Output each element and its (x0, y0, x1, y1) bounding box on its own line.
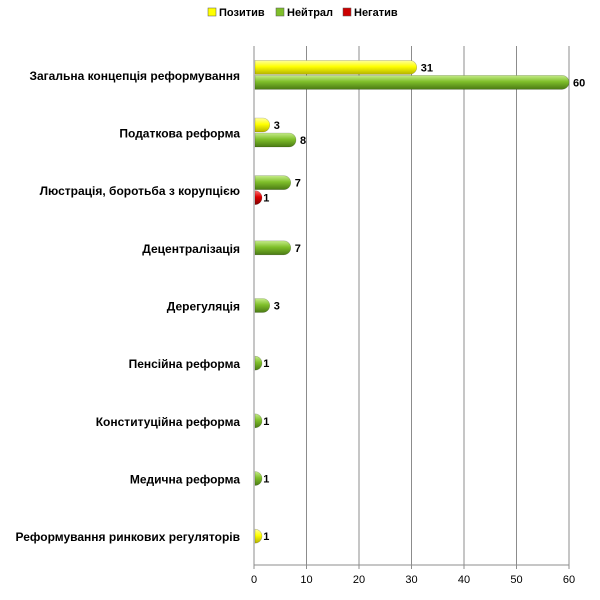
data-label-2-1: 7 (295, 178, 301, 190)
data-label-0-1: 60 (573, 77, 585, 89)
category-label-8: Реформування ринкових регуляторів (16, 530, 240, 544)
data-label-3-1: 7 (295, 243, 301, 255)
bar-4-1 (254, 298, 271, 313)
tick-label-5: 50 (510, 574, 522, 586)
data-label-6-1: 1 (263, 416, 269, 428)
bar-7-1 (254, 471, 263, 486)
data-label-0-0: 31 (421, 62, 433, 74)
data-label-5-1: 1 (263, 358, 269, 370)
data-label-1-0: 3 (274, 120, 280, 132)
category-label-2: Люстрація, боротьба з корупцією (40, 184, 240, 198)
bar-2-2 (254, 190, 263, 205)
legend-swatch-1 (275, 7, 285, 17)
data-label-8-0: 1 (263, 531, 269, 543)
bar-8-0 (254, 528, 263, 544)
tick-label-3: 30 (405, 574, 417, 586)
tick-label-4: 40 (458, 574, 470, 586)
tick-label-0: 0 (251, 574, 257, 586)
bar-3-1 (254, 240, 292, 256)
legend-swatch-2 (342, 7, 352, 17)
category-label-7: Медична реформа (130, 473, 240, 487)
tick-label-2: 20 (353, 574, 365, 586)
category-label-1: Податкова реформа (119, 127, 240, 141)
legend-label-2: Негатив (354, 7, 398, 19)
category-label-4: Дерегуляція (167, 300, 240, 314)
bar-5-1 (254, 355, 263, 371)
bar-1-1 (254, 132, 297, 148)
category-labels: Загальна концепція реформування Податкова… (16, 69, 241, 544)
bar-1-0 (254, 117, 271, 133)
legend: Позитив Нейтрал Негатив (207, 7, 398, 19)
data-label-1-1: 8 (300, 135, 306, 147)
bar-2-1 (254, 175, 292, 190)
legend-label-1: Нейтрал (287, 7, 333, 19)
grid-lines (253, 46, 570, 565)
category-label-6: Конституційна реформа (96, 415, 241, 429)
bar-6-1 (254, 413, 263, 429)
tick-label-1: 10 (300, 574, 312, 586)
data-label-7-1: 1 (263, 474, 269, 486)
legend-swatch-0 (207, 7, 217, 17)
bar-0-0 (254, 60, 418, 75)
data-label-4-1: 3 (274, 301, 280, 313)
bar-0-1 (254, 75, 570, 90)
x-axis-ticks: 0 10 20 30 40 50 60 (251, 564, 575, 586)
legend-label-0: Позитив (219, 7, 265, 19)
data-label-2-2: 1 (263, 193, 269, 205)
tick-label-6: 60 (563, 574, 575, 586)
category-label-3: Децентралізація (142, 242, 240, 256)
category-label-0: Загальна концепція реформування (29, 69, 240, 83)
category-label-5: Пенсійна реформа (129, 357, 241, 371)
